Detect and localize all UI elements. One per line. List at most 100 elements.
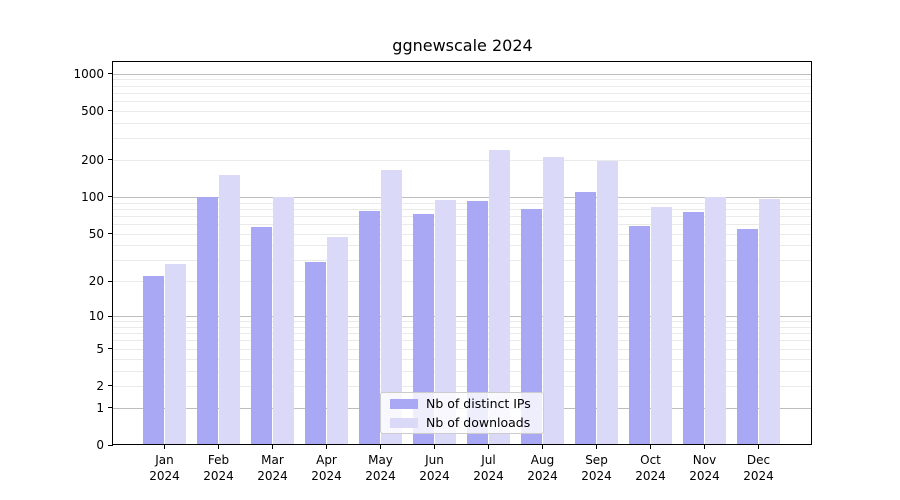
gridline-minor [113, 138, 812, 140]
x-axis-tick-month: Feb [207, 453, 230, 467]
x-axis-tick-month: Nov [692, 453, 717, 467]
x-axis-tick [164, 445, 165, 449]
gridline-minor [113, 85, 812, 87]
x-axis-tick-month: Apr [316, 453, 337, 467]
legend-label: Nb of distinct IPs [426, 396, 531, 411]
y-axis-tick [108, 159, 113, 161]
y-axis-tick [108, 444, 113, 446]
legend-item-downloads: Nb of downloads [390, 415, 534, 430]
y-axis-tick [108, 280, 113, 282]
y-axis-tick [108, 407, 113, 409]
legend-label: Nb of downloads [426, 415, 531, 430]
legend: Nb of distinct IPs Nb of downloads [380, 392, 544, 434]
y-axis-tick [108, 110, 113, 112]
x-axis-tick [326, 445, 327, 449]
x-axis-tick [596, 445, 597, 449]
x-axis-tick-year: 2024 [149, 469, 180, 483]
plot-area [113, 62, 812, 445]
y-axis-tick-label: 2 [96, 378, 104, 393]
x-axis-tick-month: Jul [481, 453, 496, 467]
y-axis-tick-label: 20 [88, 274, 104, 289]
gridline-minor [113, 233, 812, 235]
x-axis-tick-label: Jun 2024 [403, 452, 467, 484]
bar-downloads [488, 150, 511, 445]
x-axis-tick-month: Jun [425, 453, 444, 467]
gridline-minor [113, 358, 812, 360]
x-axis-tick-month: Aug [530, 453, 555, 467]
x-axis-tick-label: Apr 2024 [295, 452, 359, 484]
y-axis-tick [108, 196, 113, 198]
gridline-minor [113, 281, 812, 283]
x-axis-tick [650, 445, 651, 449]
bar-distinct-ips [466, 201, 489, 445]
x-axis-tick-year: 2024 [635, 469, 666, 483]
x-axis-tick-label: Jul 2024 [457, 452, 521, 484]
x-axis-tick-label: Feb 2024 [187, 452, 251, 484]
x-axis-tick-month: Mar [261, 453, 284, 467]
gridline-minor [113, 370, 812, 372]
y-axis-tick [108, 233, 113, 235]
x-axis-tick-year: 2024 [743, 469, 774, 483]
x-axis-tick-label: Sep 2024 [565, 452, 629, 484]
gridline-minor [113, 101, 812, 102]
gridline-minor [113, 245, 812, 247]
bar-downloads [164, 264, 187, 445]
y-axis-tick-label: 50 [88, 226, 104, 241]
gridline-major [113, 196, 812, 198]
bar-downloads [596, 161, 619, 445]
bar-distinct-ips [736, 228, 759, 445]
gridline-minor [113, 208, 812, 210]
bar-downloads [758, 198, 781, 445]
x-axis-tick [272, 445, 273, 449]
bar-downloads [272, 196, 295, 445]
gridline-minor [113, 385, 812, 387]
x-axis-tick [758, 445, 759, 449]
x-axis-tick-year: 2024 [689, 469, 720, 483]
gridline-major [113, 316, 812, 318]
bar-distinct-ips [520, 209, 543, 445]
gridline-minor [113, 122, 812, 124]
bar-distinct-ips [250, 226, 273, 445]
legend-item-distinct-ips: Nb of distinct IPs [390, 396, 534, 411]
bar-distinct-ips [196, 196, 219, 445]
bar-distinct-ips [358, 210, 381, 445]
bar-distinct-ips [304, 262, 327, 445]
x-axis-tick [704, 445, 705, 449]
gridline-minor [113, 260, 812, 262]
gridline-minor [113, 333, 812, 335]
x-axis-tick-month: May [368, 453, 393, 467]
x-axis-tick-year: 2024 [527, 469, 558, 483]
legend-swatch-downloads [390, 417, 418, 428]
y-axis-tick [108, 385, 113, 387]
bar-downloads [380, 170, 403, 445]
bar-downloads [218, 175, 241, 445]
x-axis-tick-month: Oct [640, 453, 661, 467]
bar-distinct-ips [628, 225, 651, 445]
gridline-minor [113, 348, 812, 350]
y-axis-tick-label: 200 [81, 152, 104, 167]
y-axis-tick-label: 1 [96, 400, 104, 415]
y-axis-tick-label: 1000 [73, 66, 104, 81]
bar-distinct-ips [412, 214, 435, 445]
x-axis-tick-year: 2024 [581, 469, 612, 483]
x-axis-tick [488, 445, 489, 449]
x-axis-tick-year: 2024 [257, 469, 288, 483]
bar-downloads [326, 236, 349, 445]
gridline-minor [113, 79, 812, 81]
x-axis-tick-label: Oct 2024 [619, 452, 683, 484]
gridline-minor [113, 110, 812, 112]
x-axis-tick-label: Jan 2024 [133, 452, 197, 484]
y-axis-tick-label: 5 [96, 341, 104, 356]
x-axis-tick-year: 2024 [419, 469, 450, 483]
bar-downloads [704, 196, 727, 445]
bar-distinct-ips [142, 276, 165, 445]
x-axis-tick-year: 2024 [365, 469, 396, 483]
x-axis-tick-year: 2024 [311, 469, 342, 483]
gridline-minor [113, 92, 812, 94]
x-axis-tick-label: Mar 2024 [241, 452, 305, 484]
x-axis-tick-label: May 2024 [349, 452, 413, 484]
gridline-minor [113, 340, 812, 342]
chart-title: ggnewscale 2024 [392, 36, 533, 55]
y-axis-tick-label: 500 [81, 103, 104, 118]
